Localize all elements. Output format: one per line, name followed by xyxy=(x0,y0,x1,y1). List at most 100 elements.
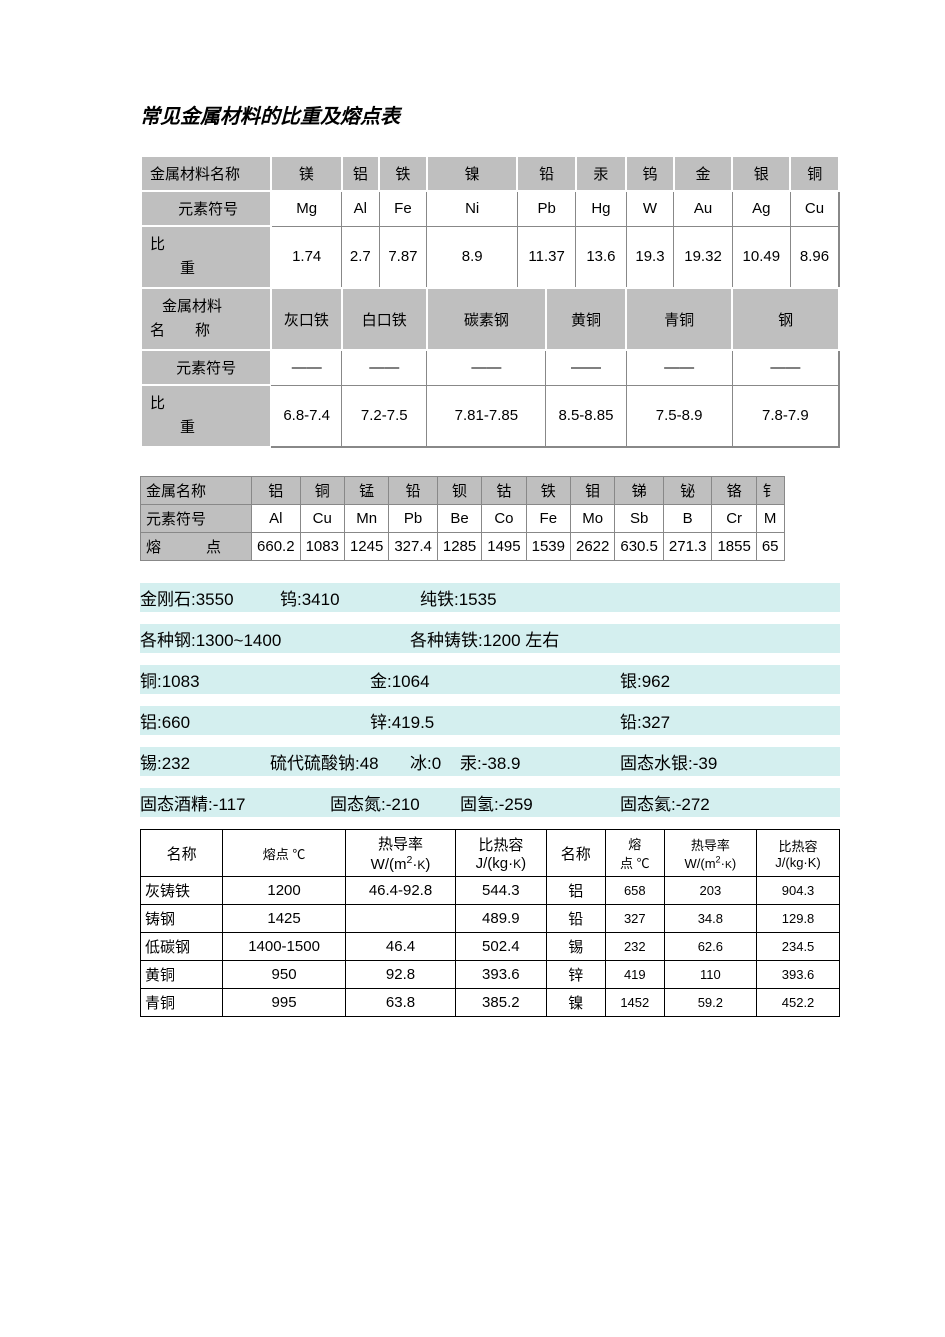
table-cell xyxy=(345,905,455,933)
sg-row6-label: 比 重 xyxy=(141,385,271,447)
table-cell: 327 xyxy=(605,905,664,933)
table-cell: 锡 xyxy=(546,933,605,961)
table-cell: 黄铜 xyxy=(141,961,223,989)
table-cell: 46.4 xyxy=(345,933,455,961)
table-cell: 393.6 xyxy=(456,961,547,989)
highlight-segment: 汞:-38.9 xyxy=(460,749,620,774)
table-cell: 502.4 xyxy=(456,933,547,961)
table-cell: 1400-1500 xyxy=(223,933,346,961)
mp-cell: 2622 xyxy=(570,533,614,561)
highlight-segment: 冰:0 xyxy=(410,749,460,774)
table-cell: 950 xyxy=(223,961,346,989)
highlight-segment: 固态氮:-210 xyxy=(330,790,460,815)
mp-row3-label: 熔 点 xyxy=(141,533,252,561)
table-cell: 489.9 xyxy=(456,905,547,933)
mp-cell: 锰 xyxy=(344,477,388,505)
sg-cell: 灰口铁 xyxy=(271,288,341,350)
table-cell: 995 xyxy=(223,989,346,1017)
sg-cell: 黄铜 xyxy=(546,288,626,350)
mp-cell: 1285 xyxy=(437,533,481,561)
table-cell: 46.4-92.8 xyxy=(345,877,455,905)
table-cell: 63.8 xyxy=(345,989,455,1017)
highlight-segment: 固态酒精:-117 xyxy=(140,790,330,815)
sg-cell: —— xyxy=(546,350,626,385)
sg-cell: Hg xyxy=(576,191,626,226)
table-cell: 锌 xyxy=(546,961,605,989)
mp-cell: Mo xyxy=(570,505,614,533)
mp-cell: 1495 xyxy=(482,533,526,561)
sg-cell: Pb xyxy=(517,191,575,226)
sg-cell: 7.87 xyxy=(379,226,427,288)
sg-cell: 银 xyxy=(732,156,790,191)
table-cell: 铸钢 xyxy=(141,905,223,933)
sg-cell: 钢 xyxy=(732,288,839,350)
sg-cell: 铝 xyxy=(342,156,379,191)
thermal-properties-table: 名称 熔点 ℃ 热导率W/(m2·K) 比热容J/(kg·K) 名称 熔点 ℃ … xyxy=(140,829,840,1017)
sg-cell: 铁 xyxy=(379,156,427,191)
melting-point-lines: 金刚石:3550钨:3410纯铁:1535 各种钢:1300~1400各种铸铁:1… xyxy=(140,583,840,817)
highlight-segment: 各种钢:1300~1400 xyxy=(140,626,410,651)
th-name: 名称 xyxy=(141,830,223,877)
sg-cell: Cu xyxy=(790,191,839,226)
mp-cell: 327.4 xyxy=(389,533,438,561)
mp-cell: 钴 xyxy=(482,477,526,505)
table-cell: 904.3 xyxy=(757,877,840,905)
table-cell: 658 xyxy=(605,877,664,905)
mp-cell: 1539 xyxy=(526,533,570,561)
sg-cell: Al xyxy=(342,191,379,226)
highlight-line: 锡:232硫代硫酸钠:48冰:0汞:-38.9固态水银:-39 xyxy=(140,747,840,776)
sg-cell: —— xyxy=(732,350,839,385)
sg-cell: 1.74 xyxy=(271,226,341,288)
table-cell: 92.8 xyxy=(345,961,455,989)
highlight-segment: 各种铸铁:1200 左右 xyxy=(410,626,559,651)
table-cell: 青铜 xyxy=(141,989,223,1017)
mp-cell: M xyxy=(756,505,784,533)
mp-cell: 1083 xyxy=(300,533,344,561)
highlight-segment: 硫代硫酸钠:48 xyxy=(270,749,410,774)
mp-row2-label: 元素符号 xyxy=(141,505,252,533)
sg-cell: 7.81-7.85 xyxy=(427,385,546,447)
mp-cell: 660.2 xyxy=(252,533,301,561)
sg-cell: Ni xyxy=(427,191,518,226)
mp-cell: Mn xyxy=(344,505,388,533)
table-cell: 385.2 xyxy=(456,989,547,1017)
table-cell: 铝 xyxy=(546,877,605,905)
highlight-line: 铜:1083金:1064银:962 xyxy=(140,665,840,694)
th-c2: 比热容J/(kg·K) xyxy=(757,830,840,877)
highlight-segment: 固态水银:-39 xyxy=(620,749,717,774)
th-mp: 熔点 ℃ xyxy=(223,830,346,877)
mp-cell: 铜 xyxy=(300,477,344,505)
sg-cell: —— xyxy=(342,350,427,385)
highlight-segment: 铜:1083 xyxy=(140,667,370,692)
highlight-segment: 固态氦:-272 xyxy=(620,790,710,815)
sg-row5-label: 元素符号 xyxy=(141,350,271,385)
table-cell: 110 xyxy=(664,961,756,989)
table-cell: 1452 xyxy=(605,989,664,1017)
table-cell: 34.8 xyxy=(664,905,756,933)
mp-cell: 钼 xyxy=(570,477,614,505)
highlight-segment: 金:1064 xyxy=(370,667,620,692)
highlight-line: 金刚石:3550钨:3410纯铁:1535 xyxy=(140,583,840,612)
highlight-segment: 金刚石:3550 xyxy=(140,585,280,610)
sg-cell: 镁 xyxy=(271,156,341,191)
th-c: 比热容J/(kg·K) xyxy=(456,830,547,877)
mp-cell: Pb xyxy=(389,505,438,533)
th-k: 热导率W/(m2·K) xyxy=(345,830,455,877)
sg-cell: 2.7 xyxy=(342,226,379,288)
sg-cell: Mg xyxy=(271,191,341,226)
mp-cell: Co xyxy=(482,505,526,533)
mp-cell: 铝 xyxy=(252,477,301,505)
sg-row2-label: 元素符号 xyxy=(141,191,271,226)
mp-cell: Be xyxy=(437,505,481,533)
table-row: 灰铸铁120046.4-92.8544.3铝658203904.3 xyxy=(141,877,840,905)
mp-row1-label: 金属名称 xyxy=(141,477,252,505)
table-cell: 232 xyxy=(605,933,664,961)
mp-cell: 1245 xyxy=(344,533,388,561)
sg-cell: 19.32 xyxy=(674,226,732,288)
highlight-segment: 锌:419.5 xyxy=(370,708,620,733)
sg-cell: 8.5-8.85 xyxy=(546,385,626,447)
table-row: 黄铜95092.8393.6锌419110393.6 xyxy=(141,961,840,989)
highlight-segment: 钨:3410 xyxy=(280,585,420,610)
sg-row3-label: 比 重 xyxy=(141,226,271,288)
table-cell: 铅 xyxy=(546,905,605,933)
